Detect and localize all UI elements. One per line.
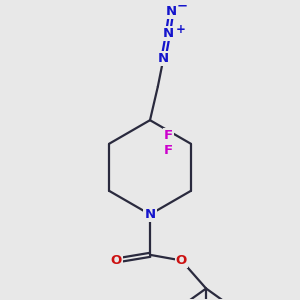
Text: +: +: [176, 23, 185, 36]
Text: N: N: [166, 5, 177, 18]
Text: F: F: [164, 144, 173, 157]
Text: −: −: [177, 0, 188, 12]
Text: N: N: [158, 52, 169, 65]
Text: O: O: [176, 254, 187, 267]
Text: N: N: [144, 208, 156, 221]
Text: N: N: [162, 27, 173, 40]
Text: F: F: [164, 129, 173, 142]
Text: O: O: [111, 254, 122, 267]
